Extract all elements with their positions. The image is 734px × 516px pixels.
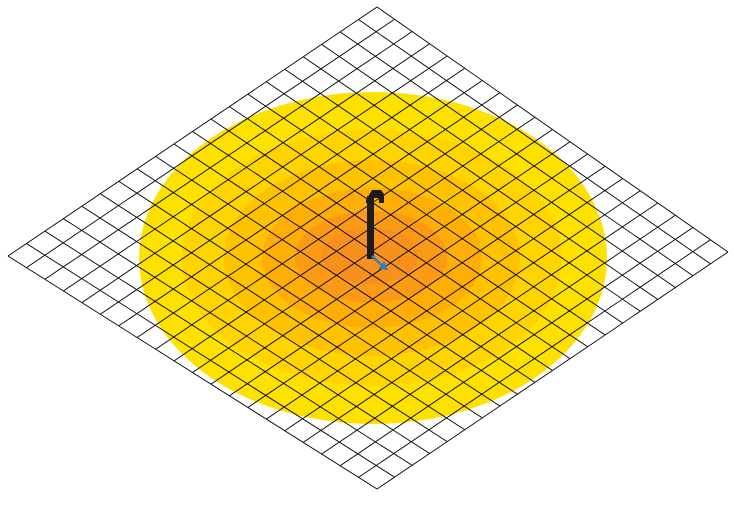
grid-line [136, 168, 501, 407]
grid-line [358, 239, 711, 478]
grid-line [26, 243, 395, 478]
grid-line [173, 143, 536, 383]
grid-line [7, 255, 378, 490]
grid-line [266, 178, 623, 420]
luminaire-head [366, 190, 384, 203]
grid-line [118, 180, 483, 419]
grid-line [376, 251, 729, 490]
grid-line [247, 165, 606, 408]
grid-line [339, 227, 694, 467]
light-pole [367, 196, 374, 259]
grid-line [81, 205, 448, 442]
grid-line [155, 156, 518, 395]
grid-line [229, 153, 588, 397]
ground-grid [7, 6, 729, 490]
grid-line [63, 218, 430, 454]
grid-line [44, 230, 413, 466]
grid-line [321, 214, 676, 455]
pole-light-icon [366, 190, 388, 270]
grid-line [302, 202, 659, 443]
grid-line [284, 190, 641, 432]
grid-line [100, 193, 465, 431]
direction-arrow-icon [371, 255, 388, 270]
grid-line [210, 141, 571, 385]
